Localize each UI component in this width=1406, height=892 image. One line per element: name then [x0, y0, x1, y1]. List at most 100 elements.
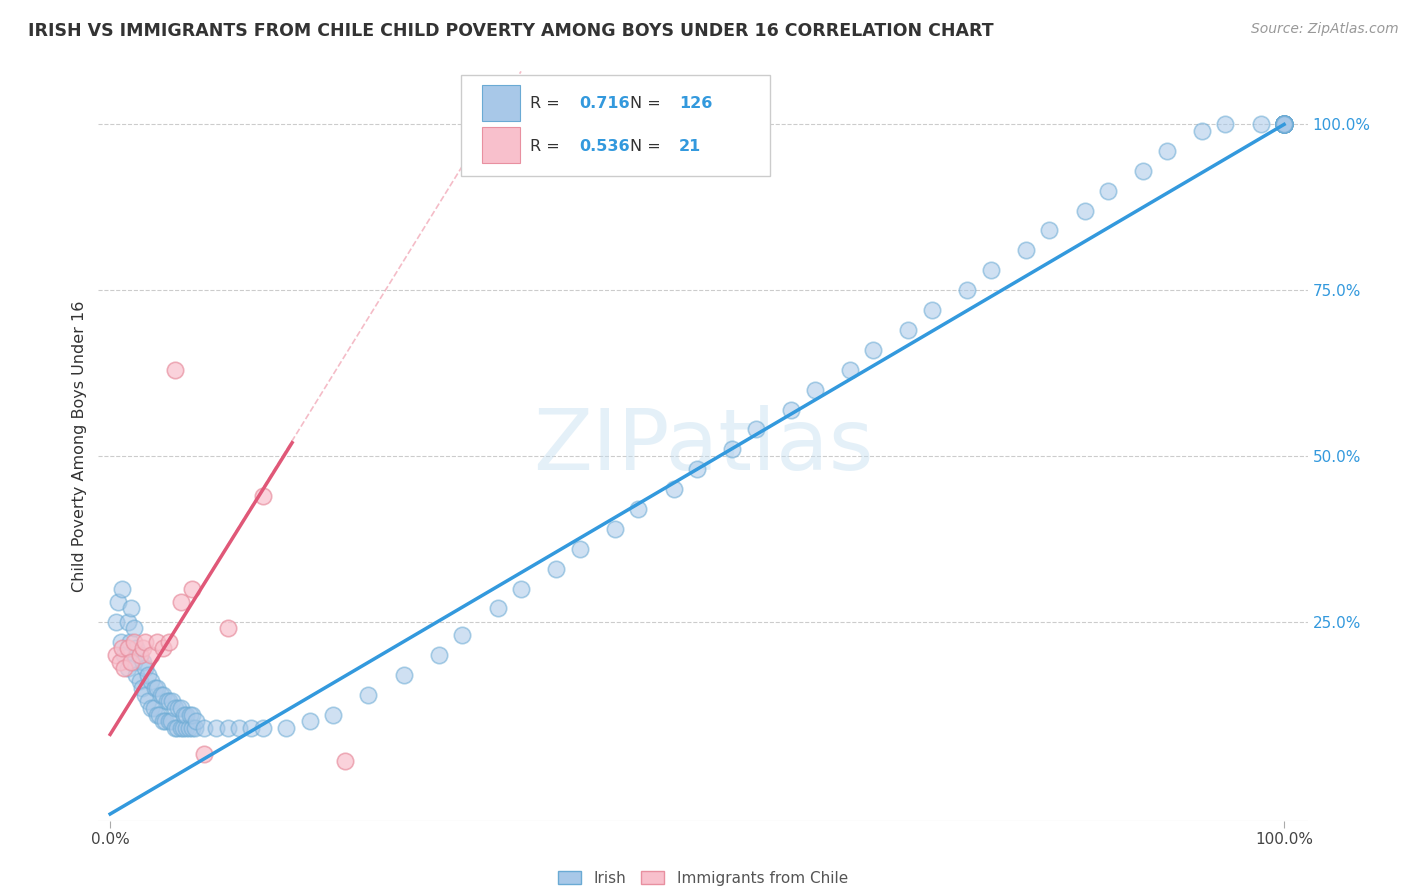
Point [1097, 184, 1119, 198]
Point [163, 721, 186, 735]
Point [193, 747, 215, 762]
Point [169, 701, 191, 715]
Point [1038, 223, 1060, 237]
Point [166, 721, 188, 735]
Point [160, 714, 183, 728]
Point [1272, 117, 1295, 131]
Point [1272, 117, 1295, 131]
Point [357, 688, 380, 702]
Point [1272, 117, 1295, 131]
Point [603, 522, 626, 536]
Point [1272, 117, 1295, 131]
Point [1191, 124, 1213, 138]
Point [1272, 117, 1295, 131]
Point [128, 648, 150, 662]
FancyBboxPatch shape [482, 85, 520, 121]
Point [142, 701, 165, 715]
Point [1215, 117, 1237, 131]
FancyBboxPatch shape [461, 75, 769, 177]
Point [862, 343, 884, 357]
Point [1272, 117, 1295, 131]
Point [780, 402, 803, 417]
Point [149, 688, 172, 702]
Point [152, 688, 174, 702]
Point [111, 641, 134, 656]
Point [1272, 117, 1295, 131]
Point [1272, 117, 1295, 131]
Point [117, 661, 139, 675]
Point [1272, 117, 1295, 131]
Point [427, 648, 450, 662]
Point [183, 721, 205, 735]
Point [141, 674, 163, 689]
Point [125, 667, 148, 681]
Point [163, 363, 186, 377]
Point [240, 721, 263, 735]
Point [155, 694, 177, 708]
Legend: Irish, Immigrants from Chile: Irish, Immigrants from Chile [553, 864, 853, 892]
Point [1272, 117, 1295, 131]
Point [451, 628, 474, 642]
Point [1132, 164, 1154, 178]
Point [1272, 117, 1295, 131]
Point [136, 667, 159, 681]
Point [122, 655, 145, 669]
Point [1272, 117, 1295, 131]
Point [112, 648, 135, 662]
Point [298, 714, 321, 728]
Point [803, 383, 825, 397]
Y-axis label: Child Poverty Among Boys Under 16: Child Poverty Among Boys Under 16 [72, 301, 87, 591]
Point [1272, 117, 1295, 131]
Point [181, 707, 204, 722]
Point [132, 641, 155, 656]
Point [134, 688, 156, 702]
Point [120, 655, 142, 669]
Text: R =: R = [530, 139, 565, 153]
Point [122, 621, 145, 635]
Point [141, 701, 163, 715]
Point [1272, 117, 1295, 131]
Text: 0.536: 0.536 [579, 139, 630, 153]
Point [1272, 117, 1295, 131]
Point [105, 615, 128, 629]
Point [1272, 117, 1295, 131]
Point [167, 701, 190, 715]
Point [745, 422, 768, 436]
Point [1272, 117, 1295, 131]
Point [217, 621, 239, 635]
Point [721, 442, 744, 457]
Point [122, 634, 145, 648]
Point [252, 721, 274, 735]
Point [148, 707, 170, 722]
Point [1272, 117, 1295, 131]
Point [132, 655, 155, 669]
Point [141, 648, 163, 662]
Point [146, 681, 169, 695]
Point [1272, 117, 1295, 131]
Point [120, 634, 142, 648]
Point [546, 562, 568, 576]
Point [1272, 117, 1295, 131]
Point [176, 707, 198, 722]
Point [134, 634, 156, 648]
Point [1015, 244, 1038, 258]
Point [172, 721, 194, 735]
Point [184, 714, 207, 728]
Point [125, 641, 148, 656]
Point [120, 601, 142, 615]
Point [181, 721, 204, 735]
Point [1272, 117, 1295, 131]
Point [510, 582, 533, 596]
Point [686, 462, 709, 476]
Point [146, 634, 169, 648]
Point [921, 303, 943, 318]
Text: IRISH VS IMMIGRANTS FROM CHILE CHILD POVERTY AMONG BOYS UNDER 16 CORRELATION CHA: IRISH VS IMMIGRANTS FROM CHILE CHILD POV… [28, 22, 994, 40]
Point [980, 263, 1002, 277]
Point [177, 721, 200, 735]
Point [128, 648, 150, 662]
Point [152, 641, 174, 656]
Point [204, 721, 226, 735]
FancyBboxPatch shape [482, 128, 520, 163]
Text: 126: 126 [679, 95, 713, 111]
Point [662, 482, 685, 496]
